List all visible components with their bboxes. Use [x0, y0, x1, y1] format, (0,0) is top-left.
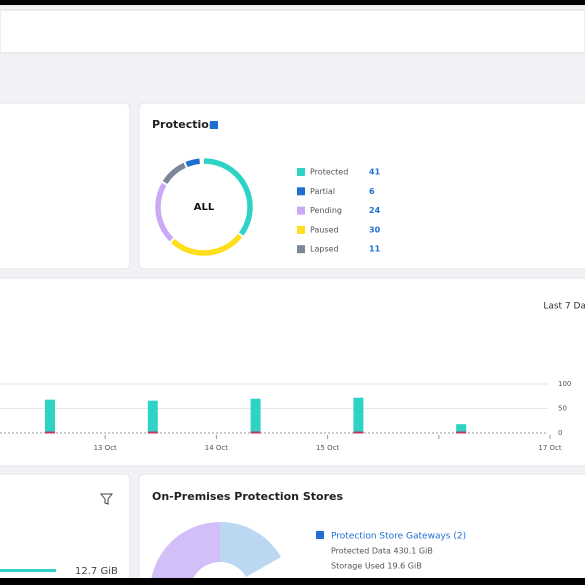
legend-swatch — [297, 187, 305, 196]
y-tick-label: 0 — [558, 429, 562, 437]
legend-swatch — [297, 168, 305, 176]
info-icon[interactable] — [210, 121, 218, 129]
usage-value: 12.7 GiB — [75, 566, 118, 577]
range-label[interactable]: Last 7 Days — [543, 302, 585, 312]
x-tick-label: 13 Oct — [94, 444, 117, 452]
donut-center-label: ALL — [194, 202, 215, 213]
bar-base — [147, 431, 158, 434]
x-tick-label: 14 Oct — [205, 444, 228, 452]
card — [0, 473, 131, 585]
store-detail: Storage Used 19.6 GiB — [331, 562, 422, 571]
legend-label: Pending — [310, 206, 342, 215]
donut-segment — [155, 158, 253, 256]
legend-label: Partial — [310, 187, 335, 196]
top-bar — [0, 9, 585, 54]
frame — [0, 0, 585, 5]
legend-value: 6 — [369, 187, 375, 196]
x-tick-label: 17 Oct — [538, 444, 561, 452]
donut-segment — [155, 158, 253, 256]
bar — [353, 397, 364, 433]
bar-base — [250, 431, 261, 434]
legend-label: Protected — [310, 168, 348, 177]
legend-value: 41 — [369, 168, 381, 177]
card — [138, 102, 585, 270]
bar — [456, 424, 467, 433]
y-tick-label: 50 — [558, 405, 567, 413]
bar-base — [353, 431, 364, 434]
bar-base — [45, 431, 55, 434]
bar — [147, 400, 158, 433]
card — [0, 277, 585, 467]
y-tick-label: 100 — [558, 380, 571, 388]
bar-base — [456, 431, 467, 434]
legend-value: 30 — [369, 225, 381, 234]
legend-swatch — [297, 206, 305, 215]
x-tick-label: 15 Oct — [316, 444, 339, 452]
progress-bar — [0, 569, 56, 572]
card — [0, 102, 131, 270]
store-donut-segment — [220, 521, 281, 577]
legend-value: 11 — [369, 245, 381, 254]
bar — [250, 398, 261, 433]
card-title: Protection — [152, 118, 217, 131]
legend-link[interactable]: Protection Store Gateways (2) — [331, 532, 466, 542]
bar — [45, 399, 55, 433]
legend-label: Paused — [310, 225, 339, 234]
legend-swatch — [297, 245, 305, 254]
legend-label: Lapsed — [310, 245, 339, 254]
legend-swatch — [316, 531, 324, 539]
legend-value: 24 — [369, 206, 381, 215]
card-title: On-Premises Protection Stores — [152, 490, 343, 503]
filter-icon[interactable] — [99, 493, 114, 505]
frame — [0, 578, 585, 585]
store-donut-segment — [150, 522, 220, 585]
store-detail: Protected Data 430.1 GiB — [331, 547, 433, 556]
donut-segment — [155, 158, 253, 256]
legend-swatch — [297, 225, 305, 234]
